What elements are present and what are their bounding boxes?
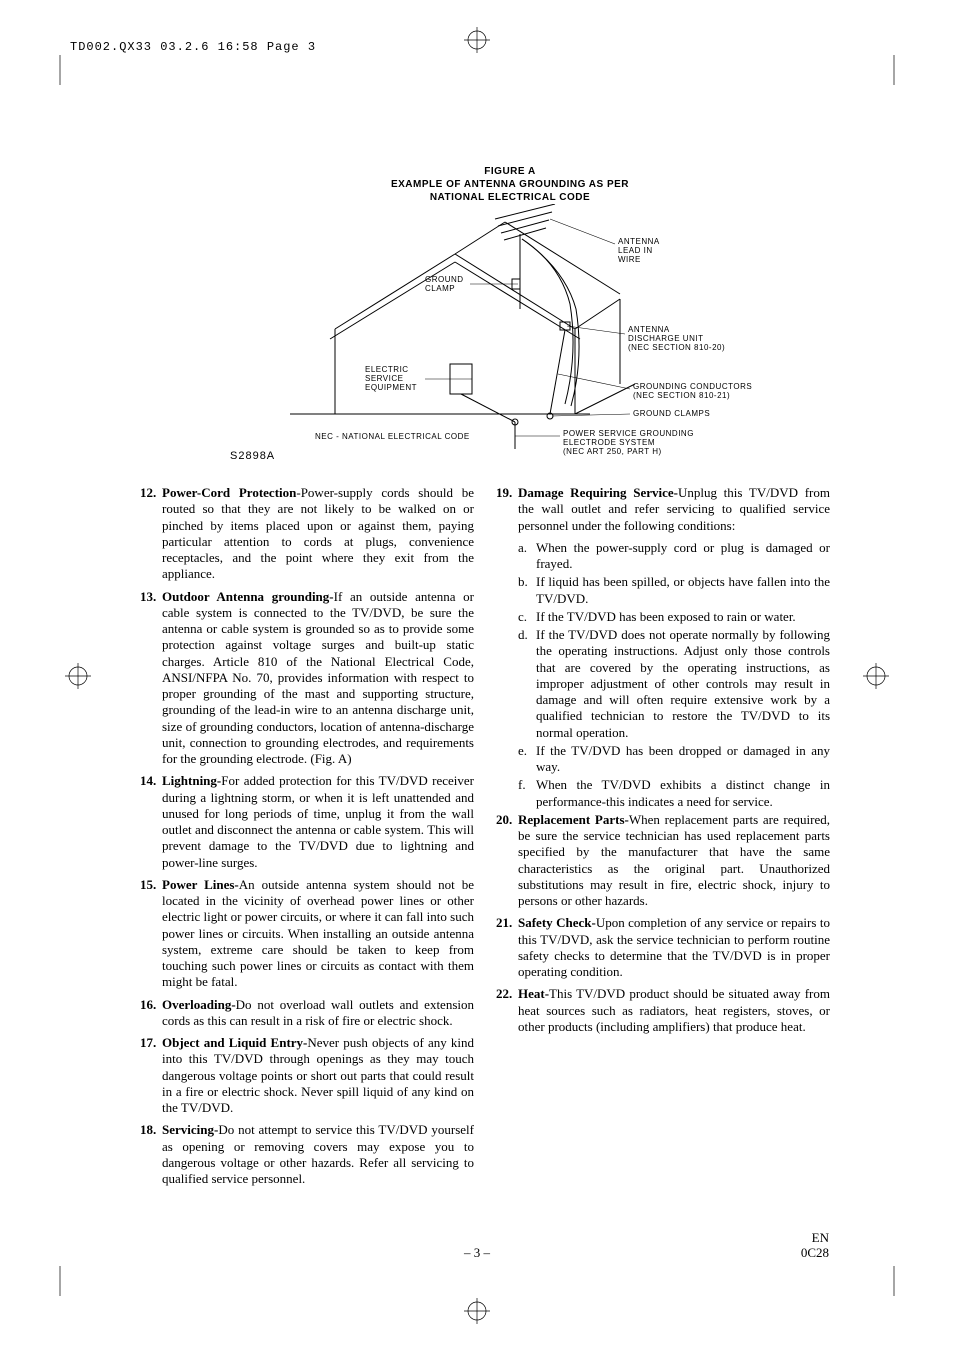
item-title: Damage Requiring Service- [518, 485, 678, 500]
sub-letter: c. [518, 609, 536, 625]
sub-item: c.If the TV/DVD has been exposed to rain… [518, 609, 830, 625]
item-body: Outdoor Antenna grounding-If an outside … [162, 589, 474, 768]
item-number: 16. [140, 997, 162, 1030]
sub-letter: e. [518, 743, 536, 776]
item-number: 19. [496, 485, 518, 534]
item-number: 22. [496, 986, 518, 1035]
item-title: Heat- [518, 986, 549, 1001]
list-item: 19.Damage Requiring Service-Unplug this … [496, 485, 830, 534]
item-number: 13. [140, 589, 162, 768]
list-item: 21.Safety Check-Upon completion of any s… [496, 915, 830, 980]
item-body: Lightning-For added protection for this … [162, 773, 474, 871]
print-slug: TD002.QX33 03.2.6 16:58 Page 3 [70, 40, 316, 54]
item-body: Overloading-Do not overload wall outlets… [162, 997, 474, 1030]
sub-item: f.When the TV/DVD exhibits a distinct ch… [518, 777, 830, 810]
item-body: Power-Cord Protection-Power-supply cords… [162, 485, 474, 583]
sub-body: If the TV/DVD has been dropped or damage… [536, 743, 830, 776]
label-ground-clamps: GROUND CLAMPS [633, 409, 710, 418]
item-body: Power Lines-An outside antenna system sh… [162, 877, 474, 991]
item-title: Overloading- [162, 997, 236, 1012]
item-body: Safety Check-Upon completion of any serv… [518, 915, 830, 980]
list-item: 17.Object and Liquid Entry-Never push ob… [140, 1035, 474, 1116]
label-antenna-lead: ANTENNALEAD INWIRE [618, 237, 660, 264]
label-ground-clamp: GROUNDCLAMP [425, 275, 464, 293]
antenna-diagram: ANTENNALEAD INWIRE GROUNDCLAMP ANTENNADI… [260, 204, 760, 459]
list-item: 20.Replacement Parts-When replacement pa… [496, 812, 830, 910]
label-grounding-conductors: GROUNDING CONDUCTORS(NEC SECTION 810-21) [633, 382, 752, 400]
label-discharge-unit: ANTENNADISCHARGE UNIT(NEC SECTION 810-20… [628, 325, 725, 352]
label-nec-note: NEC - NATIONAL ELECTRICAL CODE [315, 432, 470, 441]
sub-body: When the TV/DVD exhibits a distinct chan… [536, 777, 830, 810]
left-column: 12.Power-Cord Protection-Power-supply co… [140, 485, 474, 1193]
list-item: 22.Heat-This TV/DVD product should be si… [496, 986, 830, 1035]
list-item: 18.Servicing-Do not attempt to service t… [140, 1122, 474, 1187]
sub-letter: f. [518, 777, 536, 810]
item-body: Damage Requiring Service-Unplug this TV/… [518, 485, 830, 534]
item-number: 17. [140, 1035, 162, 1116]
figure-s-number: S2898A [230, 450, 275, 462]
footer: – 3 – EN 0C28 [0, 1245, 954, 1261]
item-title: Lightning- [162, 773, 221, 788]
item-number: 20. [496, 812, 518, 910]
sub-item: d.If the TV/DVD does not operate normall… [518, 627, 830, 741]
item-title: Power-Cord Protection [162, 485, 296, 500]
sub-item: a.When the power-supply cord or plug is … [518, 540, 830, 573]
body-columns: 12.Power-Cord Protection-Power-supply co… [140, 485, 830, 1193]
footer-right: EN 0C28 [801, 1230, 829, 1261]
sub-body: If the TV/DVD does not operate normally … [536, 627, 830, 741]
list-item: 13.Outdoor Antenna grounding-If an outsi… [140, 589, 474, 768]
footer-code: 0C28 [801, 1245, 829, 1260]
item-title: Servicing- [162, 1122, 218, 1137]
item-title: Safety Check- [518, 915, 596, 930]
figure-title-1: FIGURE A [484, 166, 535, 177]
list-item: 15.Power Lines-An outside antenna system… [140, 877, 474, 991]
figure-title-2: EXAMPLE OF ANTENNA GROUNDING AS PER [391, 179, 629, 190]
figure-title-3: NATIONAL ELECTRICAL CODE [430, 192, 590, 203]
item-body: Heat-This TV/DVD product should be situa… [518, 986, 830, 1035]
sub-letter: a. [518, 540, 536, 573]
figure-a: FIGURE A EXAMPLE OF ANTENNA GROUNDING AS… [260, 165, 760, 459]
footer-en: EN [812, 1230, 829, 1245]
item-title: Outdoor Antenna grounding- [162, 589, 334, 604]
list-item: 16.Overloading-Do not overload wall outl… [140, 997, 474, 1030]
sub-body: If the TV/DVD has been exposed to rain o… [536, 609, 830, 625]
item-number: 15. [140, 877, 162, 991]
sub-body: When the power-supply cord or plug is da… [536, 540, 830, 573]
item-body: Replacement Parts-When replacement parts… [518, 812, 830, 910]
right-column: 19.Damage Requiring Service-Unplug this … [496, 485, 830, 1193]
item-number: 12. [140, 485, 162, 583]
label-electric-service: ELECTRICSERVICEEQUIPMENT [365, 365, 417, 392]
item-body: Servicing-Do not attempt to service this… [162, 1122, 474, 1187]
list-item: 12.Power-Cord Protection-Power-supply co… [140, 485, 474, 583]
list-item: 14.Lightning-For added protection for th… [140, 773, 474, 871]
item-title: Power Lines- [162, 877, 239, 892]
item-number: 14. [140, 773, 162, 871]
sub-item: b.If liquid has been spilled, or objects… [518, 574, 830, 607]
item-body: Object and Liquid Entry-Never push objec… [162, 1035, 474, 1116]
item-number: 18. [140, 1122, 162, 1187]
label-power-service: POWER SERVICE GROUNDINGELECTRODE SYSTEM(… [563, 429, 694, 456]
item-title: Replacement Parts- [518, 812, 629, 827]
sub-letter: b. [518, 574, 536, 607]
sub-item: e.If the TV/DVD has been dropped or dama… [518, 743, 830, 776]
sub-letter: d. [518, 627, 536, 741]
item-title: Object and Liquid Entry- [162, 1035, 307, 1050]
item-number: 21. [496, 915, 518, 980]
sub-body: If liquid has been spilled, or objects h… [536, 574, 830, 607]
page: TD002.QX33 03.2.6 16:58 Page 3 FIGURE A … [0, 0, 954, 1351]
